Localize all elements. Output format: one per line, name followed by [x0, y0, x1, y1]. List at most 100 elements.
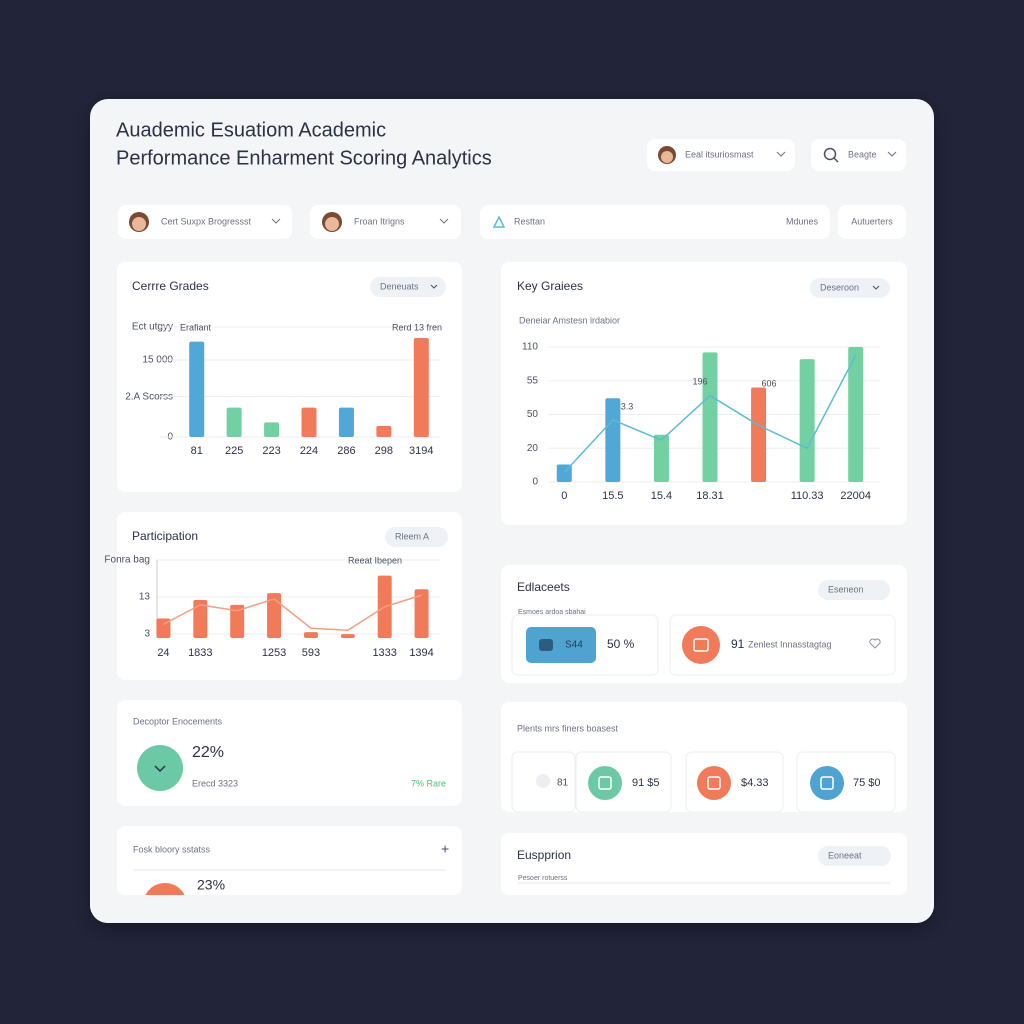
- y-tick-label: 2.A Scorss: [125, 391, 173, 402]
- panel-subtitle: Deneiar Amstesn irdabior: [519, 315, 620, 325]
- search-text: Beagte: [848, 149, 877, 159]
- y-tick-label: 0: [532, 477, 538, 488]
- filter-label: Cert Suxpx Brogressst: [161, 216, 252, 226]
- filter[interactable]: [480, 205, 830, 239]
- x-tick-label: 1253: [262, 647, 286, 659]
- chevron: [872, 285, 880, 290]
- y-tick-label: 110: [522, 342, 538, 353]
- panel-title: Edlaceets: [517, 580, 570, 594]
- filter-icon: [492, 215, 506, 228]
- bar: [338, 407, 354, 437]
- chevron: [271, 218, 281, 224]
- annotation: Reeat Ibepen: [348, 555, 402, 565]
- search-box[interactable]: [811, 139, 906, 171]
- panel-caption: Pesoer rotuerss: [518, 875, 568, 882]
- stat-icon-glyph: [707, 776, 721, 790]
- x-tick-label: 18.31: [696, 490, 724, 502]
- chip-note: 50 %: [607, 637, 635, 651]
- bar: [848, 347, 864, 482]
- dropdown[interactable]: [810, 278, 890, 298]
- x-tick-label: 0: [561, 490, 567, 502]
- x-tick-label: 22004: [840, 490, 871, 502]
- add-button[interactable]: +: [441, 841, 449, 857]
- card-label: Fosk bloory sstatss: [133, 844, 211, 854]
- bar: [414, 589, 429, 638]
- dropdown-label: Eoneeat: [828, 850, 862, 860]
- dropdown[interactable]: [818, 580, 890, 600]
- x-tick-label: 593: [302, 647, 320, 659]
- x-tick-label: 223: [262, 445, 280, 457]
- filter[interactable]: [838, 205, 906, 239]
- kpi-value: 23%: [197, 877, 225, 893]
- title-line: Auademic Esuatiom Academic: [116, 119, 386, 141]
- bar: [751, 387, 767, 482]
- panel-caption: Esmoes ardoa sbahai: [518, 609, 586, 616]
- stat-icon: [536, 774, 550, 788]
- user-menu[interactable]: [647, 139, 795, 171]
- avatar-face: [132, 217, 146, 231]
- favorite-icon[interactable]: [869, 638, 881, 649]
- stat-value: 81: [557, 778, 569, 789]
- chip-label: S44: [565, 640, 583, 651]
- y-tick-label: 3: [144, 629, 150, 640]
- stat-icon-glyph: [820, 776, 834, 790]
- dropdown[interactable]: [818, 846, 891, 866]
- panel-label: Plents mrs finers boasest: [517, 723, 619, 733]
- dropdown-label: Rleem A: [395, 531, 429, 541]
- filter-label: Froan Itrigns: [354, 216, 405, 226]
- x-tick-label: 225: [225, 445, 243, 457]
- y-tick-label: 15 000: [142, 355, 173, 366]
- count-label: Zenlest Innasstagtag: [748, 639, 832, 649]
- bar: [340, 634, 355, 638]
- x-tick-label: 298: [375, 445, 393, 457]
- bar: [702, 352, 718, 482]
- kpi-value: 22%: [192, 744, 224, 761]
- stat-icon: [697, 766, 731, 800]
- bar: [303, 632, 318, 638]
- dropdown[interactable]: [370, 277, 446, 297]
- bar: [376, 426, 392, 437]
- kpi-icon: [137, 745, 183, 791]
- y-tick-label: Ect utgyy: [132, 322, 173, 333]
- stat-icon: [810, 766, 844, 800]
- title-line: Performance Enharment Scoring Analytics: [116, 147, 492, 169]
- chevron: [439, 218, 449, 224]
- filter[interactable]: [310, 205, 461, 239]
- stat-value: 91 $5: [632, 777, 660, 789]
- card-label: Decoptor Enocements: [133, 716, 223, 726]
- bar: [301, 407, 317, 437]
- panel-title: Euspprion: [517, 848, 571, 862]
- x-tick-label: 3194: [409, 445, 433, 457]
- dropdown[interactable]: [385, 527, 448, 547]
- bar: [413, 338, 429, 437]
- panel-title: Participation: [132, 529, 198, 543]
- chip[interactable]: [526, 627, 596, 663]
- filter[interactable]: [118, 205, 292, 239]
- search-icon: [823, 147, 837, 161]
- stat-icon-glyph: [598, 776, 612, 790]
- chevron: [430, 284, 438, 289]
- card: [117, 826, 462, 895]
- trend-line: [163, 594, 422, 631]
- x-tick-label: 81: [191, 445, 203, 457]
- y-tick-label: 55: [527, 375, 539, 386]
- count-icon: [682, 626, 720, 664]
- y-tick-label: 50: [527, 409, 539, 420]
- bar: [799, 359, 815, 482]
- bar: [156, 618, 171, 638]
- x-tick-label: 286: [337, 445, 355, 457]
- x-tick-label: 1833: [188, 647, 212, 659]
- bar: [264, 422, 280, 437]
- count-icon-glyph: [693, 638, 709, 652]
- window-footer: [90, 895, 934, 923]
- bar: [193, 599, 208, 638]
- avatar-face: [325, 217, 339, 231]
- card: [117, 700, 462, 806]
- x-tick-label: 15.5: [602, 490, 623, 502]
- user-name: Eeal itsuriosmast: [685, 149, 754, 159]
- x-tick-label: 24: [157, 647, 169, 659]
- filter-label: Mdunes: [786, 216, 819, 226]
- bar: [653, 434, 669, 482]
- kpi-icon-glyph: [154, 765, 166, 773]
